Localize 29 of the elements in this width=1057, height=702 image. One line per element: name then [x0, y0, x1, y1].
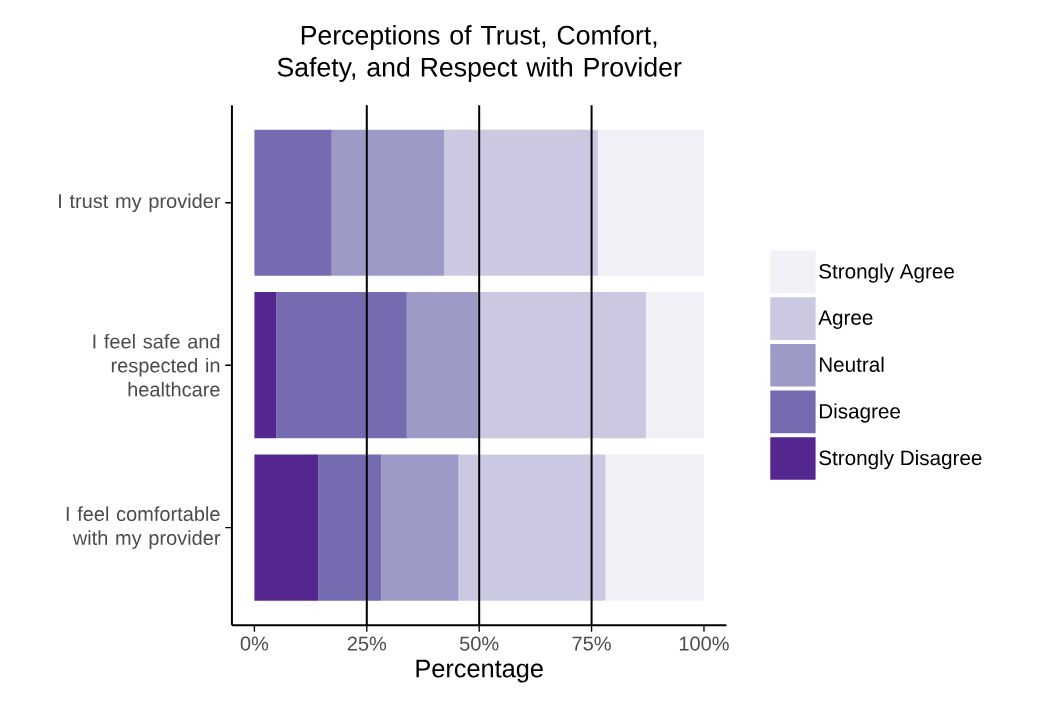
- y-tick-label: I feel comfortable with my provider: [66, 506, 221, 549]
- bar: [254, 291, 277, 439]
- bar: [406, 291, 479, 439]
- bar: [318, 454, 382, 601]
- bar: [478, 291, 646, 439]
- bar: [254, 129, 332, 276]
- x-tick-label: 75%: [572, 636, 611, 651]
- bar: [645, 291, 704, 439]
- x-axis-title: Percentage: [416, 659, 543, 683]
- bar: [597, 129, 704, 276]
- y-tick-label: I trust my provider: [59, 193, 221, 212]
- bar: [254, 454, 319, 601]
- bar: [381, 454, 459, 601]
- x-tick-label: 100%: [679, 636, 729, 651]
- bar: [444, 129, 598, 276]
- bar: [605, 454, 704, 601]
- x-tick-label: 0%: [240, 636, 269, 651]
- bar: [276, 291, 407, 439]
- bar: [458, 454, 606, 601]
- legend-label: Agree: [818, 310, 873, 329]
- legend-label: Disagree: [819, 403, 900, 423]
- bar: [331, 129, 445, 276]
- x-tick-label: 25%: [347, 636, 387, 651]
- y-tick-label: I feel safe and respected in healthcare: [93, 333, 220, 397]
- legend-label: Strongly Agree: [819, 263, 954, 283]
- legend-label: Strongly Disagree: [819, 449, 982, 470]
- legend-label: Neutral: [819, 356, 884, 372]
- chart-title: Perceptions of Trust, Comfort, Safety, and Respect with Provider: [277, 24, 682, 82]
- x-tick-label: 50%: [459, 636, 499, 651]
